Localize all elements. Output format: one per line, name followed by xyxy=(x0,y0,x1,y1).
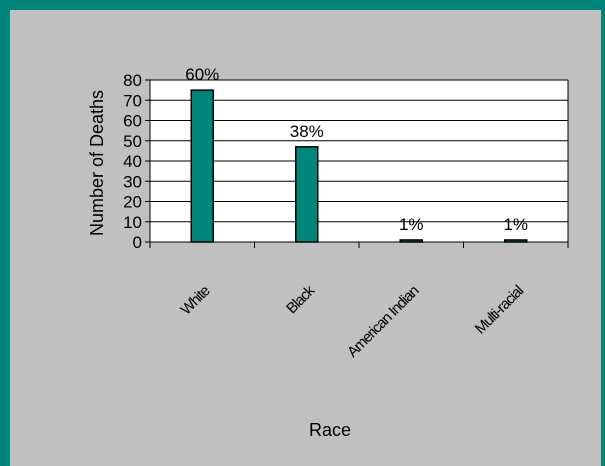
y-tick-label: 40 xyxy=(123,152,142,171)
bars xyxy=(190,89,528,243)
y-tick-label: 70 xyxy=(123,91,142,110)
x-axis-label: Race xyxy=(309,420,351,440)
x-tick-label: Black xyxy=(283,282,318,317)
bar xyxy=(399,239,423,243)
x-tick-label: White xyxy=(177,282,213,318)
y-axis-label: Number of Deaths xyxy=(87,90,107,236)
data-label: 1% xyxy=(503,215,528,234)
x-tick-label: Multi-racial xyxy=(472,282,527,337)
data-label: 1% xyxy=(399,215,424,234)
data-labels: 60% 38% 1% 1% xyxy=(185,65,528,234)
y-tick-label: 50 xyxy=(123,132,142,151)
bar xyxy=(504,239,528,243)
x-tick-label: American Indian xyxy=(344,282,423,361)
y-tick-label: 60 xyxy=(123,112,142,131)
y-tick-label: 80 xyxy=(123,71,142,90)
data-label: 60% xyxy=(185,65,219,84)
y-tick-label: 30 xyxy=(123,172,142,191)
y-tick-label: 10 xyxy=(123,213,142,232)
y-tick-label: 20 xyxy=(123,193,142,212)
y-tick-label: 0 xyxy=(133,233,142,252)
data-label: 38% xyxy=(290,122,324,141)
axes xyxy=(145,79,569,248)
bar xyxy=(190,89,214,243)
bar xyxy=(295,146,319,243)
x-tick-labels: White Black American Indian Multi-racial xyxy=(177,282,527,361)
